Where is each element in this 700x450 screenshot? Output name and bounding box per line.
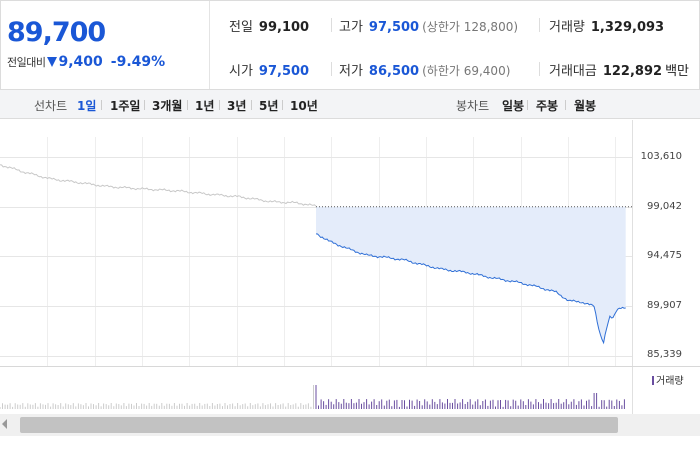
prev-close-label: 전일 [229, 20, 253, 35]
divider [527, 100, 528, 110]
y-tick-label: 89,907 [647, 300, 682, 311]
tab-10y[interactable]: 10년 [290, 99, 318, 113]
divider [101, 100, 102, 110]
tab-1y[interactable]: 1년 [195, 99, 215, 113]
tab-5y[interactable]: 5년 [259, 99, 279, 113]
volume-legend-label: 거래량 [656, 376, 684, 387]
volume-swatch [652, 376, 654, 385]
tab-1w[interactable]: 1주일 [110, 99, 141, 113]
price-chart [0, 120, 700, 414]
volume-legend: 거래량 [652, 372, 684, 387]
stat-open: 시가 97,500 [229, 60, 309, 79]
prev-day-price-line [0, 164, 317, 207]
divider [331, 18, 332, 32]
tab-3m[interactable]: 3개월 [152, 99, 183, 113]
stat-volume: 거래량 1,329,093 [549, 16, 664, 35]
scrollbar-thumb[interactable] [20, 417, 618, 433]
line-chart-title: 선차트 [34, 99, 68, 113]
low-label: 저가 [339, 64, 363, 79]
change-row: 전일대비 9,400 -9.49% [7, 54, 165, 70]
divider [144, 100, 145, 110]
lower-limit: (하한가 69,400) [422, 64, 511, 78]
trade-value-unit: 백만 [665, 64, 689, 79]
y-tick-label: 94,475 [647, 250, 682, 261]
current-price-box: 89,700 전일대비 9,400 -9.49% [1, 1, 210, 89]
trade-value-label: 거래대금 [549, 64, 597, 79]
divider [251, 100, 252, 110]
tab-daily[interactable]: 일봉 [502, 99, 525, 113]
y-tick-label: 103,610 [640, 151, 682, 162]
down-arrow-icon [47, 57, 58, 67]
horizontal-scrollbar[interactable] [0, 414, 700, 436]
prev-close-value: 99,100 [258, 20, 310, 35]
open-label: 시가 [229, 64, 253, 79]
upper-limit: (상한가 128,800) [422, 20, 519, 34]
tab-weekly[interactable]: 주봉 [536, 99, 559, 113]
divider [539, 62, 540, 76]
divider [187, 100, 188, 110]
divider [539, 18, 540, 32]
scroll-left-arrow-icon[interactable] [2, 419, 7, 429]
divider [282, 100, 283, 110]
candle-chart-title: 봉차트 [456, 99, 490, 113]
high-value: 97,500 [368, 20, 420, 35]
change-label: 전일대비 [7, 56, 46, 69]
divider [331, 62, 332, 76]
stat-prev-close: 전일 99,100 [229, 16, 309, 35]
change-amount: 9,400 [58, 54, 103, 70]
volume-label: 거래량 [549, 20, 585, 35]
low-value: 86,500 [368, 64, 420, 79]
y-tick-label: 85,339 [647, 349, 682, 360]
today-fill-area [316, 206, 626, 343]
tab-1d[interactable]: 1일 [77, 99, 97, 113]
divider [565, 100, 566, 110]
volume-value: 1,329,093 [590, 20, 665, 35]
today-price-line [315, 233, 626, 345]
stat-trade-value: 거래대금 122,892 백만 [549, 60, 689, 79]
stat-low: 저가 86,500 (하한가 69,400) [339, 60, 510, 79]
stat-high: 고가 97,500 (상한가 128,800) [339, 16, 518, 35]
change-percent: -9.49% [110, 54, 166, 70]
tab-3y[interactable]: 3년 [227, 99, 247, 113]
trade-value: 122,892 [602, 64, 663, 79]
high-label: 고가 [339, 20, 363, 35]
divider [219, 100, 220, 110]
chart-tab-bar: 선차트 1일 1주일 3개월 1년 3년 5년 10년 봉차트 일봉 주봉 월봉 [0, 90, 700, 119]
tab-monthly[interactable]: 월봉 [574, 99, 597, 113]
current-price: 89,700 [7, 17, 106, 48]
price-summary: 89,700 전일대비 9,400 -9.49% 전일 99,100 고가 97,5… [0, 0, 700, 90]
open-value: 97,500 [258, 64, 310, 79]
y-tick-label: 99,042 [647, 201, 682, 212]
